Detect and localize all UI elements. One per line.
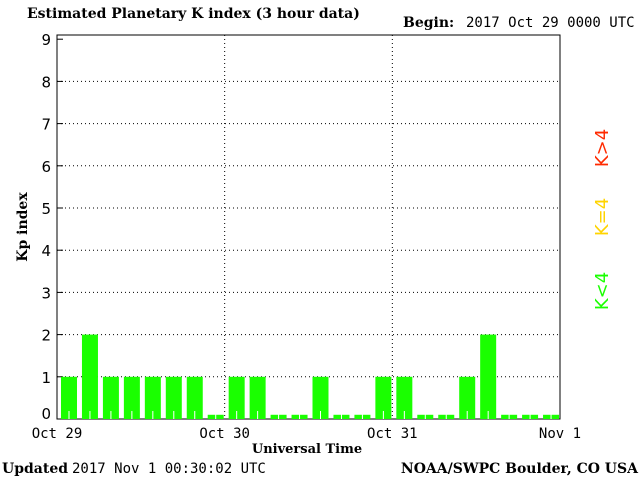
y-tick-label: 5 xyxy=(41,200,51,218)
chart-title: Estimated Planetary K index (3 hour data… xyxy=(27,6,360,22)
plot-frame xyxy=(56,34,561,420)
updated-value: 2017 Nov 1 00:30:02 UTC xyxy=(72,461,266,477)
y-tick-label: 4 xyxy=(41,242,51,260)
y-axis-label: Kp index xyxy=(15,192,31,262)
bar xyxy=(396,376,413,419)
x-tick-label: Oct 29 xyxy=(32,426,83,442)
bar xyxy=(81,334,98,419)
y-tick-label: 2 xyxy=(41,327,51,345)
y-tick-label: 1 xyxy=(41,369,51,387)
x-tick-label: Oct 31 xyxy=(367,426,418,442)
begin-value: 2017 Oct 29 0000 UTC xyxy=(466,15,635,31)
legend-item-k-greater-4: K>4 xyxy=(592,129,613,167)
bar xyxy=(480,334,497,419)
bar xyxy=(459,376,476,419)
bar xyxy=(61,376,77,419)
bar xyxy=(123,376,140,419)
y-tick-label: 9 xyxy=(41,31,51,49)
y-tick-label: 3 xyxy=(41,284,51,302)
bar xyxy=(249,376,266,419)
legend-item-k-equal-4: K=4 xyxy=(592,198,613,236)
bar xyxy=(312,376,329,419)
x-tick-label: Oct 30 xyxy=(199,426,250,442)
y-tick-label: 8 xyxy=(41,73,51,91)
y-tick-label: 0 xyxy=(41,405,51,423)
legend-item-k-less-4: K<4 xyxy=(592,272,613,310)
bar xyxy=(228,376,245,419)
updated-label: Updated xyxy=(2,461,68,477)
source-label: NOAA/SWPC Boulder, CO USA xyxy=(401,461,639,477)
begin-label: Begin: xyxy=(403,15,454,31)
bar xyxy=(186,376,203,419)
x-tick-label: Nov 1 xyxy=(539,426,581,442)
bar xyxy=(102,376,119,419)
bar xyxy=(144,376,161,419)
bar xyxy=(375,376,392,419)
y-tick-label: 6 xyxy=(41,158,51,176)
y-tick-label: 7 xyxy=(41,116,51,134)
bar xyxy=(165,376,182,419)
x-axis-label: Universal Time xyxy=(252,442,362,457)
